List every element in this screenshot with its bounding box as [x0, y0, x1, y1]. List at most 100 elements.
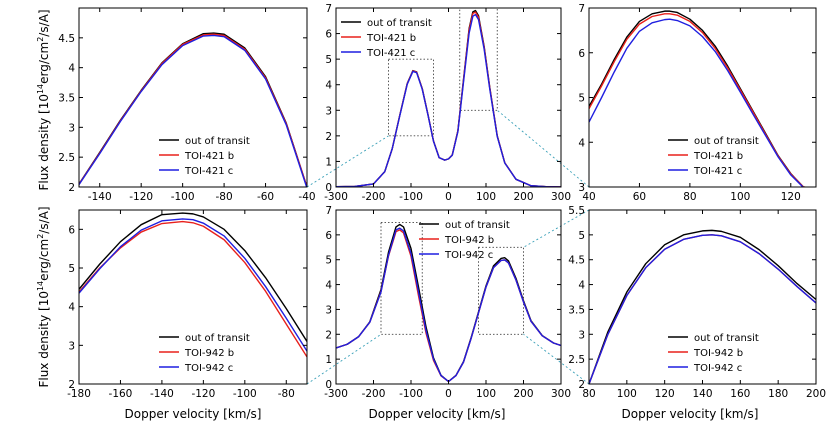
x-tick-label-p3-1: 60 [633, 191, 646, 203]
y-tick-label-p6-7: 5.5 [568, 205, 585, 217]
legend-label-p1-1: TOI-421 b [184, 151, 234, 162]
legend-label-p5-0: out of transit [445, 220, 510, 231]
y-tick-label-p6-6: 5 [578, 230, 585, 242]
panel-p6: 80 100 120 140 160 180 200 2 2.5 3 3.5 4 4.5 5 5.5 out … [568, 205, 826, 400]
y-tick-label-p1-2: 3 [68, 122, 75, 134]
y-tick-label-p2-7: 7 [325, 3, 332, 15]
legend-p3: out of transit TOI-421 b TOI-421 c [668, 136, 759, 177]
x-tick-label-p6-4: 160 [730, 388, 750, 400]
x-tick-label-p5-1: -200 [362, 388, 386, 400]
panel-p3: 40 60 80 100 120 3 4 5 6 7 out of transit TOI-421 b… [578, 3, 817, 203]
legend-label-p4-1: TOI-942 b [184, 348, 234, 359]
legend-p2: out of transit TOI-421 b TOI-421 c [341, 18, 432, 59]
y-tick-label-p2-1: 1 [325, 156, 332, 168]
x-tick-label-p4-5: -80 [278, 388, 295, 400]
legend-label-p6-2: TOI-942 c [693, 363, 742, 374]
x-tick-label-p2-5: 200 [513, 191, 533, 203]
legend-label-p5-1: TOI-942 b [444, 235, 494, 246]
y-tick-label-p4-4: 6 [68, 224, 75, 236]
series-line-p4-2 [79, 218, 307, 352]
x-tick-label-p1-5: -40 [298, 191, 315, 203]
y-tick-label-p2-6: 6 [325, 29, 332, 41]
legend-label-p2-0: out of transit [367, 18, 432, 29]
legend-label-p3-2: TOI-421 c [693, 166, 742, 177]
legend-label-p6-0: out of transit [694, 333, 759, 344]
x-tick-label-p1-1: -120 [129, 191, 153, 203]
series-line-p6-1 [589, 234, 816, 384]
x-tick-label-p4-4: -100 [233, 388, 257, 400]
y-tick-label-p2-2: 2 [325, 131, 332, 143]
x-tick-label-p3-4: 120 [781, 191, 801, 203]
x-tick-label-p5-6: 300 [551, 388, 571, 400]
x-tick-label-p3-3: 100 [730, 191, 750, 203]
series-line-p4-0 [79, 212, 307, 342]
x-tick-label-p2-3: 0 [445, 191, 452, 203]
x-tick-label-p5-2: -100 [399, 388, 423, 400]
y-tick-label-p5-7: 7 [325, 205, 332, 217]
y-tick-label-p6-4: 4 [578, 280, 585, 292]
legend-label-p1-2: TOI-421 c [184, 166, 233, 177]
x-tick-label-p3-2: 80 [683, 191, 696, 203]
legend-label-p3-0: out of transit [694, 136, 759, 147]
x-tick-label-p5-5: 200 [513, 388, 533, 400]
series-line-p6-0 [589, 229, 816, 384]
x-tick-label-p2-4: 100 [476, 191, 496, 203]
y-tick-label-p3-0: 3 [578, 182, 585, 194]
y-tick-label-p2-0: 0 [325, 182, 332, 194]
y-tick-label-p5-1: 1 [325, 354, 332, 366]
x-axis-label-left: Dopper velocity [km/s] [125, 407, 262, 421]
legend-label-p1-0: out of transit [185, 136, 250, 147]
y-tick-label-p4-0: 2 [68, 379, 75, 391]
x-axis-label-center: Dopper velocity [km/s] [369, 407, 506, 421]
legend-p1: out of transit TOI-421 b TOI-421 c [159, 136, 250, 177]
x-tick-label-p4-1: -160 [109, 388, 133, 400]
y-tick-label-p6-1: 2.5 [568, 354, 585, 366]
y-tick-label-p5-0: 0 [325, 379, 332, 391]
connector-p3 [496, 109, 590, 188]
series-line-p5-0 [336, 223, 561, 383]
series-line-p5-2 [336, 227, 561, 383]
x-tick-label-p2-2: -100 [399, 191, 423, 203]
axes-frame-p4 [78, 209, 308, 385]
y-tick-label-p3-1: 4 [578, 137, 585, 149]
panel-p4: -180 -160 -140 -120 -100 -80 2 3 4 5 6 out of trans… [67, 209, 308, 400]
y-tick-label-p5-2: 2 [325, 329, 332, 341]
y-tick-label-p1-4: 4 [68, 63, 75, 75]
series-line-p2-2 [336, 13, 561, 187]
legend-label-p6-1: TOI-942 b [693, 348, 743, 359]
series-line-p6-2 [589, 234, 816, 384]
y-tick-label-p1-5: 4.5 [58, 33, 75, 45]
x-tick-label-p4-3: -120 [191, 388, 215, 400]
y-tick-label-p3-4: 7 [578, 3, 585, 15]
x-tick-label-p6-5: 180 [768, 388, 788, 400]
x-tick-label-p4-2: -140 [150, 388, 174, 400]
y-tick-label-p4-3: 5 [68, 263, 75, 275]
x-axis-label-right: Dopper velocity [km/s] [622, 407, 759, 421]
x-tick-label-p6-1: 100 [617, 388, 637, 400]
y-tick-label-p3-3: 6 [578, 48, 585, 60]
x-tick-label-p1-0: -140 [88, 191, 112, 203]
y-tick-label-p1-0: 2 [68, 182, 75, 194]
x-tick-label-p1-4: -60 [257, 191, 274, 203]
series-line-p3-2 [589, 18, 806, 187]
connector-p6-top [523, 209, 590, 248]
series-line-p1-0 [79, 32, 307, 187]
y-tick-label-p6-2: 3 [578, 329, 585, 341]
x-tick-label-p6-6: 200 [806, 388, 826, 400]
series-line-p4-1 [79, 220, 307, 358]
y-tick-label-p2-5: 5 [325, 54, 332, 66]
y-tick-label-p4-2: 4 [68, 302, 75, 314]
connector-p1 [306, 135, 389, 188]
series-line-p1-1 [79, 33, 307, 187]
panel-p5: -300 -200 -100 0 100 200 300 0 1 2 3 4 5 6 7 out of tra… [324, 205, 571, 400]
y-tick-label-p2-3: 3 [325, 105, 332, 117]
y-tick-label-p3-2: 5 [578, 93, 585, 105]
y-tick-label-p4-1: 3 [68, 340, 75, 352]
x-tick-label-p2-0: -300 [324, 191, 348, 203]
y-tick-label-p6-3: 3.5 [568, 304, 585, 316]
legend-p5: out of transit TOI-942 b TOI-942 c [419, 220, 510, 261]
legend-p6: out of transit TOI-942 b TOI-942 c [668, 333, 759, 374]
y-tick-label-p2-4: 4 [325, 80, 332, 92]
series-line-p1-2 [79, 34, 307, 187]
